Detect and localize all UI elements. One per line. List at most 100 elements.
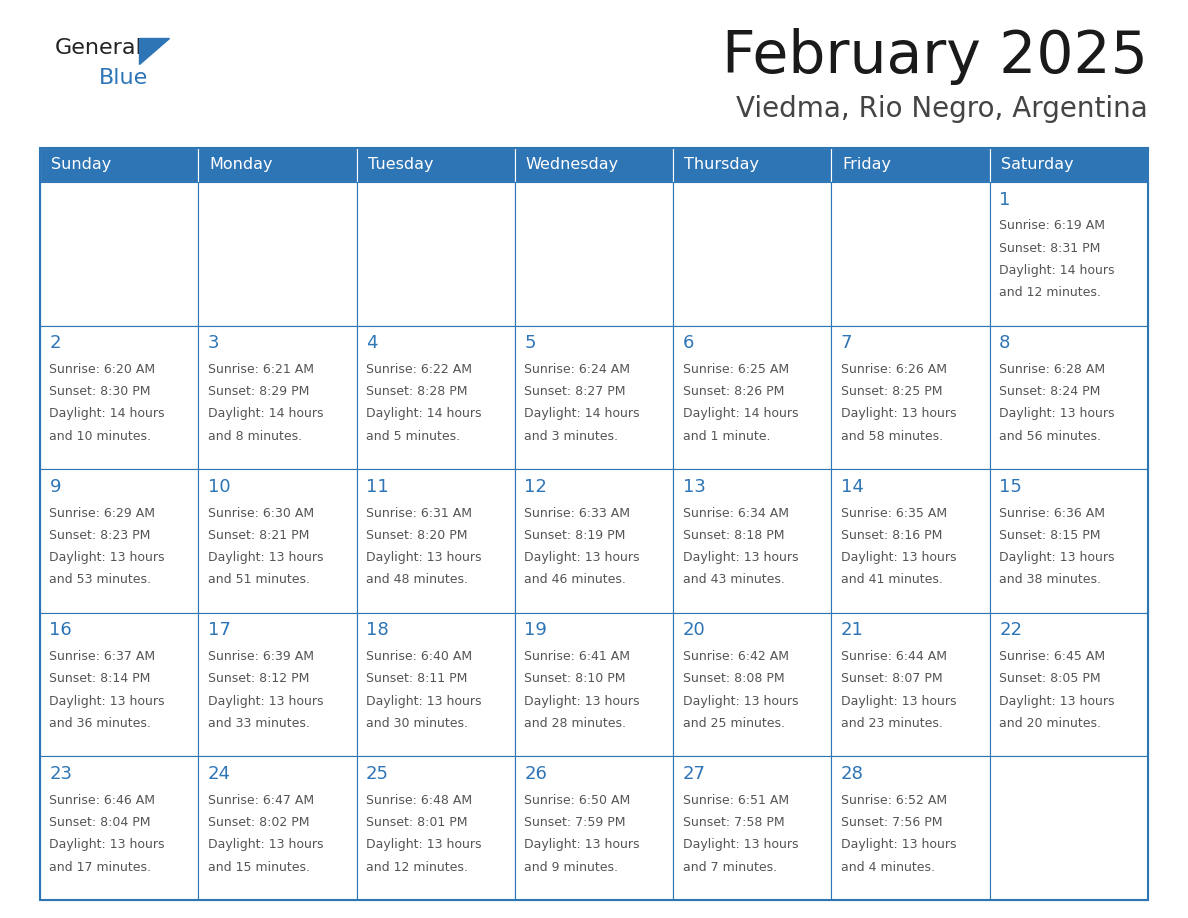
Text: Sunrise: 6:36 AM: Sunrise: 6:36 AM xyxy=(999,507,1105,520)
Text: 28: 28 xyxy=(841,765,864,783)
Bar xyxy=(514,469,674,613)
Text: Daylight: 13 hours: Daylight: 13 hours xyxy=(999,408,1114,420)
Text: Sunrise: 6:39 AM: Sunrise: 6:39 AM xyxy=(208,650,314,663)
Text: and 17 minutes.: and 17 minutes. xyxy=(50,860,152,874)
Bar xyxy=(198,469,356,613)
Text: and 48 minutes.: and 48 minutes. xyxy=(366,574,468,587)
Text: Sunrise: 6:33 AM: Sunrise: 6:33 AM xyxy=(524,507,631,520)
Text: Sunrise: 6:24 AM: Sunrise: 6:24 AM xyxy=(524,363,631,376)
Bar xyxy=(198,756,356,900)
Text: and 23 minutes.: and 23 minutes. xyxy=(841,717,943,730)
Text: 6: 6 xyxy=(683,334,694,353)
Text: and 30 minutes.: and 30 minutes. xyxy=(366,717,468,730)
Text: Sunset: 8:30 PM: Sunset: 8:30 PM xyxy=(50,386,151,398)
Bar xyxy=(40,148,1148,900)
Bar xyxy=(356,182,514,326)
Text: Sunrise: 6:30 AM: Sunrise: 6:30 AM xyxy=(208,507,314,520)
Text: and 5 minutes.: and 5 minutes. xyxy=(366,430,460,442)
Text: Viedma, Rio Negro, Argentina: Viedma, Rio Negro, Argentina xyxy=(737,95,1148,123)
Text: Sunset: 8:08 PM: Sunset: 8:08 PM xyxy=(683,672,784,686)
Text: and 9 minutes.: and 9 minutes. xyxy=(524,860,619,874)
Bar xyxy=(198,613,356,756)
Text: 10: 10 xyxy=(208,477,230,496)
Text: Sunset: 7:59 PM: Sunset: 7:59 PM xyxy=(524,816,626,829)
Bar xyxy=(674,613,832,756)
Text: Sunset: 8:23 PM: Sunset: 8:23 PM xyxy=(50,529,151,542)
Bar xyxy=(356,613,514,756)
Text: Sunrise: 6:25 AM: Sunrise: 6:25 AM xyxy=(683,363,789,376)
Text: 27: 27 xyxy=(683,765,706,783)
Bar xyxy=(674,182,832,326)
Text: Daylight: 14 hours: Daylight: 14 hours xyxy=(208,408,323,420)
Bar xyxy=(514,182,674,326)
Text: Wednesday: Wednesday xyxy=(526,158,619,173)
Text: Sunrise: 6:20 AM: Sunrise: 6:20 AM xyxy=(50,363,156,376)
Text: Sunset: 8:19 PM: Sunset: 8:19 PM xyxy=(524,529,626,542)
Polygon shape xyxy=(139,38,169,64)
Text: 19: 19 xyxy=(524,621,548,640)
Text: Sunset: 8:20 PM: Sunset: 8:20 PM xyxy=(366,529,468,542)
Text: Daylight: 13 hours: Daylight: 13 hours xyxy=(999,551,1114,564)
Text: 17: 17 xyxy=(208,621,230,640)
Text: Sunrise: 6:50 AM: Sunrise: 6:50 AM xyxy=(524,794,631,807)
Text: Daylight: 13 hours: Daylight: 13 hours xyxy=(524,838,640,851)
Text: Sunset: 8:24 PM: Sunset: 8:24 PM xyxy=(999,386,1100,398)
Bar xyxy=(514,326,674,469)
Text: Daylight: 14 hours: Daylight: 14 hours xyxy=(524,408,640,420)
Text: Sunrise: 6:34 AM: Sunrise: 6:34 AM xyxy=(683,507,789,520)
Bar xyxy=(198,182,356,326)
Text: Sunset: 8:21 PM: Sunset: 8:21 PM xyxy=(208,529,309,542)
Text: Sunset: 8:14 PM: Sunset: 8:14 PM xyxy=(50,672,151,686)
Text: Sunset: 8:11 PM: Sunset: 8:11 PM xyxy=(366,672,467,686)
Text: Sunset: 8:05 PM: Sunset: 8:05 PM xyxy=(999,672,1101,686)
Text: Sunrise: 6:21 AM: Sunrise: 6:21 AM xyxy=(208,363,314,376)
Bar xyxy=(990,182,1148,326)
Text: and 12 minutes.: and 12 minutes. xyxy=(999,286,1101,299)
Text: and 58 minutes.: and 58 minutes. xyxy=(841,430,943,442)
Text: Daylight: 13 hours: Daylight: 13 hours xyxy=(366,838,481,851)
Text: Sunset: 8:16 PM: Sunset: 8:16 PM xyxy=(841,529,942,542)
Bar xyxy=(832,756,990,900)
Text: Sunset: 8:15 PM: Sunset: 8:15 PM xyxy=(999,529,1101,542)
Text: General: General xyxy=(55,38,143,58)
Text: Sunset: 8:10 PM: Sunset: 8:10 PM xyxy=(524,672,626,686)
Text: Sunrise: 6:52 AM: Sunrise: 6:52 AM xyxy=(841,794,947,807)
Text: 20: 20 xyxy=(683,621,706,640)
Text: Sunrise: 6:29 AM: Sunrise: 6:29 AM xyxy=(50,507,156,520)
Text: Sunset: 7:56 PM: Sunset: 7:56 PM xyxy=(841,816,942,829)
Text: Daylight: 13 hours: Daylight: 13 hours xyxy=(50,695,165,708)
Bar xyxy=(990,326,1148,469)
Text: Daylight: 13 hours: Daylight: 13 hours xyxy=(208,551,323,564)
Bar xyxy=(990,469,1148,613)
Text: Sunrise: 6:28 AM: Sunrise: 6:28 AM xyxy=(999,363,1105,376)
Bar xyxy=(832,469,990,613)
Text: Tuesday: Tuesday xyxy=(367,158,434,173)
Text: and 8 minutes.: and 8 minutes. xyxy=(208,430,302,442)
Bar xyxy=(40,182,198,326)
Text: Sunset: 8:31 PM: Sunset: 8:31 PM xyxy=(999,241,1100,254)
Bar xyxy=(198,326,356,469)
Text: Saturday: Saturday xyxy=(1000,158,1074,173)
Text: and 3 minutes.: and 3 minutes. xyxy=(524,430,619,442)
Text: Daylight: 13 hours: Daylight: 13 hours xyxy=(366,551,481,564)
Text: 5: 5 xyxy=(524,334,536,353)
Text: Daylight: 13 hours: Daylight: 13 hours xyxy=(50,551,165,564)
Bar xyxy=(832,326,990,469)
Text: 15: 15 xyxy=(999,477,1022,496)
Text: 25: 25 xyxy=(366,765,388,783)
Text: and 46 minutes.: and 46 minutes. xyxy=(524,574,626,587)
Text: Daylight: 13 hours: Daylight: 13 hours xyxy=(208,838,323,851)
Bar xyxy=(356,148,514,182)
Text: 26: 26 xyxy=(524,765,548,783)
Text: 12: 12 xyxy=(524,477,548,496)
Text: Thursday: Thursday xyxy=(684,158,759,173)
Text: 1: 1 xyxy=(999,191,1011,208)
Bar xyxy=(514,613,674,756)
Text: and 12 minutes.: and 12 minutes. xyxy=(366,860,468,874)
Text: Daylight: 13 hours: Daylight: 13 hours xyxy=(841,838,956,851)
Text: Sunset: 8:29 PM: Sunset: 8:29 PM xyxy=(208,386,309,398)
Bar xyxy=(990,613,1148,756)
Text: 22: 22 xyxy=(999,621,1022,640)
Bar xyxy=(40,756,198,900)
Bar xyxy=(990,756,1148,900)
